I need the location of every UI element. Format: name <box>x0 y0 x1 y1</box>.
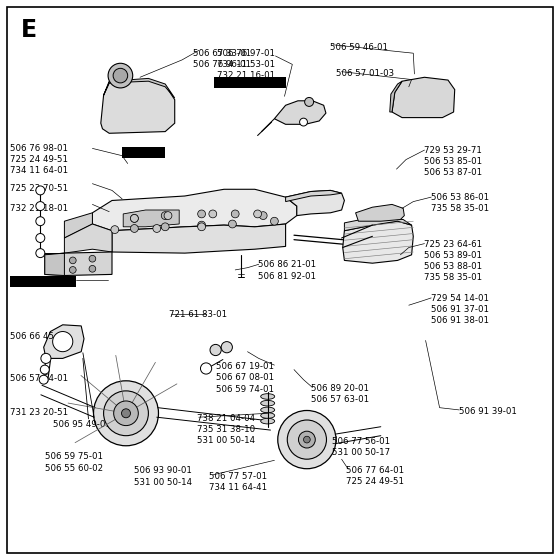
Ellipse shape <box>261 407 275 413</box>
Text: 506 67 33-01
506 76 96-01: 506 67 33-01 506 76 96-01 <box>193 49 251 69</box>
Text: 729 53 29-71
506 53 85-01
506 53 87-01: 729 53 29-71 506 53 85-01 506 53 87-01 <box>424 146 483 177</box>
Polygon shape <box>274 101 326 124</box>
Text: 506 77 57-01
734 11 64-41: 506 77 57-01 734 11 64-41 <box>209 472 268 492</box>
Circle shape <box>104 391 148 436</box>
Polygon shape <box>392 77 455 118</box>
Text: 729 54 14-01
506 91 37-01
506 91 38-01: 729 54 14-01 506 91 37-01 506 91 38-01 <box>431 294 489 325</box>
Circle shape <box>36 186 45 195</box>
Polygon shape <box>343 221 413 263</box>
Circle shape <box>130 225 138 232</box>
Text: 506 86 21-01
506 81 92-01: 506 86 21-01 506 81 92-01 <box>258 260 316 281</box>
Text: 725 23 70-51: 725 23 70-51 <box>10 184 68 193</box>
Polygon shape <box>112 224 286 253</box>
Circle shape <box>164 212 172 220</box>
Circle shape <box>94 381 158 446</box>
Circle shape <box>89 265 96 272</box>
Circle shape <box>111 226 119 234</box>
Bar <box>122 147 165 158</box>
Polygon shape <box>64 213 92 238</box>
Circle shape <box>36 234 45 242</box>
Circle shape <box>130 214 138 222</box>
Ellipse shape <box>261 418 275 424</box>
Text: E: E <box>21 18 38 42</box>
Circle shape <box>161 212 169 220</box>
Text: 506 66 45-01: 506 66 45-01 <box>10 332 68 340</box>
Polygon shape <box>286 190 342 202</box>
Text: 731 23 20-51: 731 23 20-51 <box>10 408 68 417</box>
Circle shape <box>305 97 314 106</box>
Text: 506 89 20-01
506 57 63-01: 506 89 20-01 506 57 63-01 <box>311 384 369 404</box>
Circle shape <box>278 410 336 469</box>
Circle shape <box>36 249 45 258</box>
Text: 506 76 98-01
725 24 49-51
734 11 64-01: 506 76 98-01 725 24 49-51 734 11 64-01 <box>10 144 68 175</box>
Circle shape <box>108 63 133 88</box>
Text: 506 77 56-01
531 00 50-17: 506 77 56-01 531 00 50-17 <box>332 437 390 458</box>
Circle shape <box>200 363 212 374</box>
Circle shape <box>198 210 206 218</box>
Circle shape <box>300 118 307 126</box>
Circle shape <box>130 214 138 222</box>
Circle shape <box>254 210 262 218</box>
Circle shape <box>36 217 45 226</box>
Text: 506 67 19-01
506 67 08-01
506 59 74-01: 506 67 19-01 506 67 08-01 506 59 74-01 <box>216 362 274 394</box>
Polygon shape <box>344 217 412 231</box>
Circle shape <box>36 202 45 211</box>
Circle shape <box>89 255 96 262</box>
Text: 506 59 46-01: 506 59 46-01 <box>330 43 389 52</box>
Circle shape <box>161 223 169 231</box>
Text: 506 95 49-01: 506 95 49-01 <box>53 420 111 429</box>
Text: 506 91 39-01: 506 91 39-01 <box>459 407 517 416</box>
Circle shape <box>69 257 76 264</box>
Polygon shape <box>101 80 175 133</box>
Circle shape <box>231 210 239 218</box>
Polygon shape <box>45 253 64 276</box>
Text: 721 61 83-01: 721 61 83-01 <box>169 310 227 319</box>
Ellipse shape <box>261 394 275 399</box>
Bar <box>10 276 76 287</box>
Circle shape <box>228 220 236 228</box>
Circle shape <box>41 353 51 363</box>
Text: 506 53 86-01
735 58 35-01: 506 53 86-01 735 58 35-01 <box>431 193 489 213</box>
Text: 506 94 67-02: 506 94 67-02 <box>10 280 68 289</box>
Text: 738 21 04-04
735 31 38-10
531 00 50-14: 738 21 04-04 735 31 38-10 531 00 50-14 <box>197 414 255 445</box>
Circle shape <box>210 344 221 356</box>
Circle shape <box>53 332 73 352</box>
Text: 506 76 97-01
734 11 53-01
732 21 16-01: 506 76 97-01 734 11 53-01 732 21 16-01 <box>217 49 276 81</box>
Text: 506 57 01-03: 506 57 01-03 <box>336 69 394 78</box>
Circle shape <box>259 212 267 220</box>
Polygon shape <box>356 204 404 221</box>
Text: 725 23 64-61
506 53 89-01
506 53 88-01
735 58 35-01: 725 23 64-61 506 53 89-01 506 53 88-01 7… <box>424 240 483 282</box>
Bar <box>214 77 286 88</box>
Text: 506 93 90-01
531 00 50-14: 506 93 90-01 531 00 50-14 <box>134 466 193 487</box>
Circle shape <box>153 225 161 232</box>
Circle shape <box>270 217 278 225</box>
Polygon shape <box>123 210 179 227</box>
Circle shape <box>69 267 76 273</box>
Circle shape <box>114 401 138 426</box>
Circle shape <box>198 223 206 231</box>
Ellipse shape <box>261 400 275 406</box>
Circle shape <box>40 365 49 374</box>
Polygon shape <box>44 325 84 358</box>
Circle shape <box>287 420 326 459</box>
Circle shape <box>198 221 206 229</box>
Polygon shape <box>104 78 175 98</box>
Circle shape <box>298 431 315 448</box>
Circle shape <box>209 210 217 218</box>
Circle shape <box>221 342 232 353</box>
Text: 506 77 64-01
725 24 49-51: 506 77 64-01 725 24 49-51 <box>346 466 404 486</box>
Circle shape <box>113 68 128 83</box>
Text: 506 59 75-01
506 55 60-02: 506 59 75-01 506 55 60-02 <box>45 452 103 473</box>
Polygon shape <box>64 224 112 253</box>
Polygon shape <box>92 189 297 231</box>
Polygon shape <box>45 252 112 276</box>
Circle shape <box>122 409 130 418</box>
Ellipse shape <box>261 413 275 418</box>
Text: 732 21 18-01: 732 21 18-01 <box>10 204 68 213</box>
Circle shape <box>304 436 310 443</box>
Polygon shape <box>286 190 344 216</box>
Text: 506 57 64-01: 506 57 64-01 <box>10 374 68 383</box>
Circle shape <box>39 375 48 384</box>
Polygon shape <box>390 81 402 112</box>
